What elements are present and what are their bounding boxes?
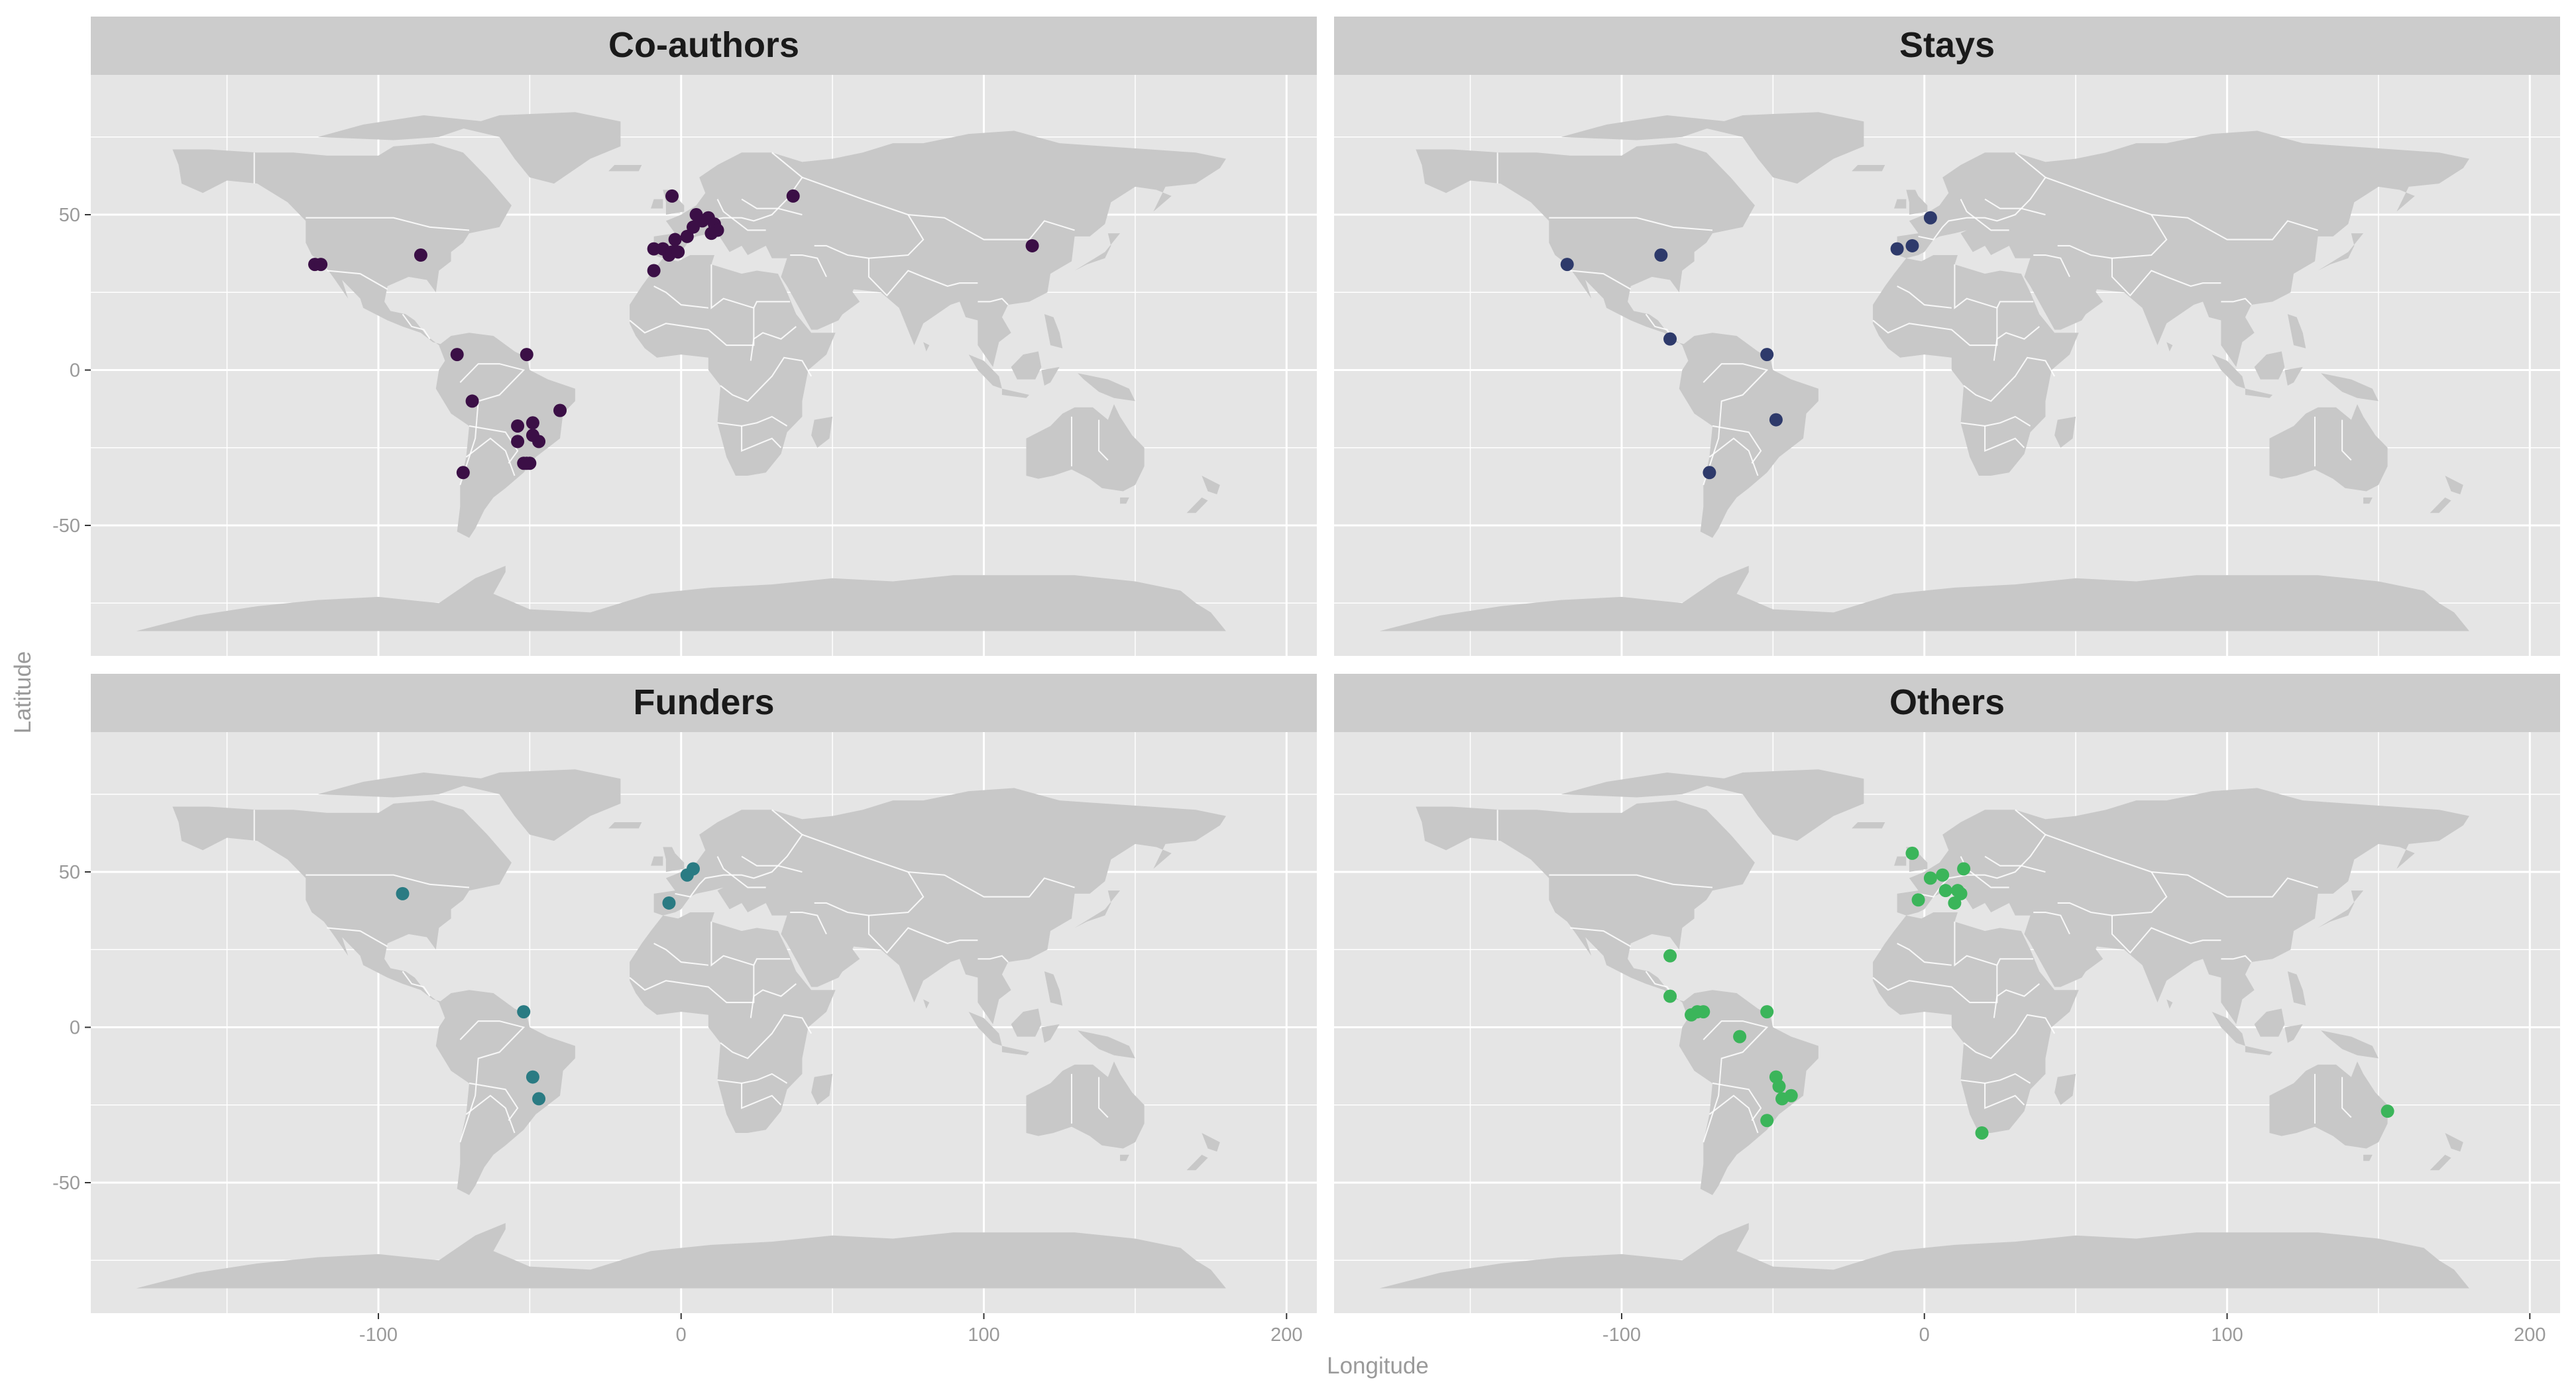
data-point xyxy=(1936,868,1950,882)
facet-panel: Others -100 0 100 200 xyxy=(1334,674,2560,1346)
data-point xyxy=(396,886,410,900)
x-tick-label: -100 xyxy=(359,1324,398,1346)
y-tick-label: -50 xyxy=(52,1173,80,1194)
data-point xyxy=(450,348,464,362)
x-tick-label: 200 xyxy=(2514,1324,2546,1346)
data-point xyxy=(314,258,328,272)
data-point xyxy=(511,419,525,433)
data-point xyxy=(662,896,676,910)
facet-strip xyxy=(1334,674,2560,732)
data-point xyxy=(520,348,533,362)
data-point xyxy=(1663,332,1677,346)
data-point xyxy=(1760,1005,1774,1019)
data-point xyxy=(1733,1030,1747,1044)
x-tick-label: 100 xyxy=(968,1324,999,1346)
data-point xyxy=(786,189,800,203)
data-point xyxy=(665,189,679,203)
data-point xyxy=(414,248,427,262)
data-point xyxy=(1760,1114,1774,1128)
facet-title: Stays xyxy=(1899,25,1995,65)
data-point xyxy=(456,466,470,480)
data-point xyxy=(1769,413,1783,427)
data-point xyxy=(647,242,661,256)
data-points xyxy=(1560,211,1937,480)
data-point xyxy=(1654,248,1668,262)
x-tick-label: 0 xyxy=(1919,1324,1930,1346)
data-point xyxy=(465,394,479,408)
data-point xyxy=(553,403,567,417)
data-point xyxy=(1905,846,1919,860)
facet-panel: Funders -50 0 50 -100 0 100 200 xyxy=(52,674,1317,1346)
data-point xyxy=(704,227,718,241)
data-point xyxy=(532,1092,546,1106)
data-point xyxy=(520,456,533,470)
facet-panel: Stays xyxy=(1334,17,2560,656)
data-point xyxy=(1697,1005,1710,1019)
data-point xyxy=(647,264,661,278)
data-point xyxy=(1784,1089,1798,1102)
data-point xyxy=(1948,896,1962,910)
data-point xyxy=(1663,989,1677,1003)
data-point xyxy=(1025,239,1039,252)
x-tick-label: -100 xyxy=(1602,1324,1641,1346)
data-points xyxy=(396,862,700,1106)
data-point xyxy=(1772,1079,1786,1093)
data-point xyxy=(1975,1126,1989,1140)
y-axis-title: Latitude xyxy=(10,651,36,734)
facet-title: Others xyxy=(1889,682,2005,722)
data-point xyxy=(517,1005,531,1019)
x-tick-label: 100 xyxy=(2211,1324,2243,1346)
y-tick-label: 0 xyxy=(70,360,80,382)
data-point xyxy=(668,233,682,246)
data-point xyxy=(1923,211,1937,225)
data-point xyxy=(1560,258,1574,272)
x-tick-label: 200 xyxy=(1270,1324,1302,1346)
data-point xyxy=(526,1070,539,1084)
data-point xyxy=(1923,871,1937,885)
x-axis-title: Longitude xyxy=(1327,1353,1429,1379)
data-point xyxy=(1760,348,1774,362)
facet-strip xyxy=(1334,17,2560,75)
facet-strip xyxy=(91,17,1317,75)
data-points xyxy=(1663,846,2394,1140)
data-point xyxy=(689,208,703,222)
data-point xyxy=(2380,1104,2394,1118)
data-point xyxy=(526,416,539,430)
facet-strip xyxy=(91,674,1317,732)
y-tick-label: 0 xyxy=(70,1018,80,1039)
data-points xyxy=(308,189,1039,480)
y-tick-label: 50 xyxy=(59,862,80,883)
x-tick-label: 0 xyxy=(676,1324,687,1346)
facet-title: Co-authors xyxy=(608,25,799,65)
data-point xyxy=(1890,242,1904,256)
facet-panels: Co-authors -50 0 50 Stays Funders -50 0 50 -100 0 1… xyxy=(52,17,2560,1346)
data-point xyxy=(1911,893,1925,907)
facet-title: Funders xyxy=(633,682,774,722)
facet-panel: Co-authors -50 0 50 xyxy=(52,17,1317,656)
data-point xyxy=(526,429,539,443)
data-point xyxy=(1905,239,1919,252)
data-point xyxy=(511,435,525,449)
data-point xyxy=(1938,884,1952,898)
data-point xyxy=(1703,466,1716,480)
data-point xyxy=(1957,862,1971,876)
y-tick-label: -50 xyxy=(52,515,80,537)
data-point xyxy=(687,862,700,876)
data-point xyxy=(1663,949,1677,963)
data-point xyxy=(671,245,685,259)
y-tick-label: 50 xyxy=(59,205,80,226)
